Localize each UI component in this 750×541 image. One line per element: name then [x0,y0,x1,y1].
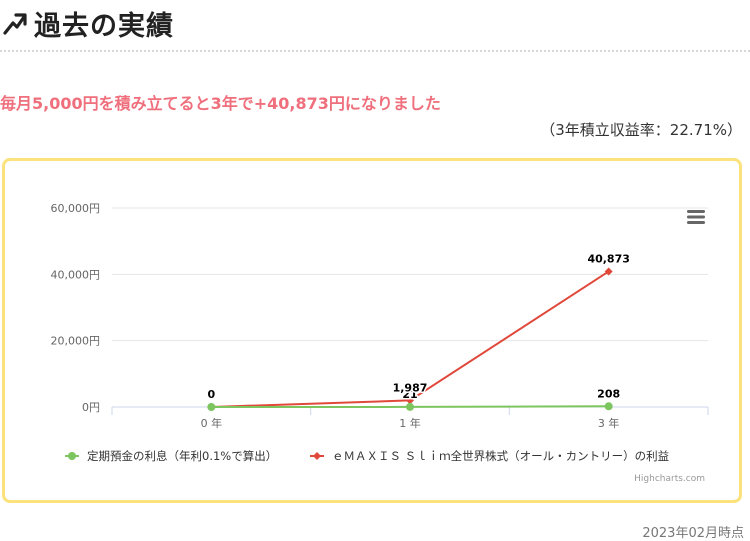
hamburger-menu-icon[interactable] [683,206,709,228]
divider [0,50,750,52]
return-rate-note: （3年積立収益率：22.71%） [540,121,742,139]
y-tick-label: 60,000円 [51,202,101,215]
x-tick-label: 0 年 [201,416,223,430]
page-title: 過去の実績 [34,10,174,42]
y-tick-label: 0円 [82,401,100,414]
trend-up-arrow-icon [3,13,27,35]
chart-credit[interactable]: Highcharts.com [634,474,705,484]
performance-chart: 0円 20,000円 40,000円 60,000円 0 年 1 年 3 年 21 208 0… [51,202,709,484]
data-labels: 21 208 0 1,987 40,873 [206,251,631,403]
legend-label: 定期預金の利息（年利0.1%で算出） [87,449,277,463]
data-label: 21 [402,388,417,401]
legend-label: ｅＭＡＸＩＳ Ｓｌｉｍ全世界株式（オール・カントリー）の利益 [332,449,669,463]
data-label: 40,873 [587,252,629,265]
chart-legend: 定期預金の利息（年利0.1%で算出） ｅＭＡＸＩＳ Ｓｌｉｍ全世界株式（オール・カ… [65,449,669,463]
x-tick-label: 3 年 [598,416,620,430]
chart-container: 0円 20,000円 40,000円 60,000円 0 年 1 年 3 年 21 208 0… [2,158,742,503]
x-tick-label: 1 年 [399,416,421,430]
data-point-diamond[interactable] [604,267,613,276]
data-point-circle[interactable] [406,402,414,411]
section-heading: 過去の実績 [0,0,750,46]
data-label: 0 [208,388,216,401]
as-of-date: 2023年02月時点 [642,526,744,541]
legend-marker-circle [68,452,76,460]
data-point-diamond[interactable] [406,396,414,405]
performance-headline: 毎月5,000円を積み立てると3年で+40,873円になりました [0,94,441,113]
y-tick-label: 40,000円 [51,268,101,281]
grid-lines [112,207,708,342]
data-label: 1,987 [393,381,428,394]
data-point-circle[interactable] [207,403,216,411]
chart-series [207,267,613,411]
legend-item[interactable]: ｅＭＡＸＩＳ Ｓｌｉｍ全世界株式（オール・カントリー）の利益 [310,449,669,463]
legend-marker-diamond [313,452,321,460]
data-label: 208 [597,387,620,400]
y-axis-labels: 0円 20,000円 40,000円 60,000円 [51,202,101,414]
y-tick-label: 20,000円 [51,335,101,348]
data-point-circle[interactable] [604,402,613,411]
legend-item[interactable]: 定期預金の利息（年利0.1%で算出） [65,449,277,463]
